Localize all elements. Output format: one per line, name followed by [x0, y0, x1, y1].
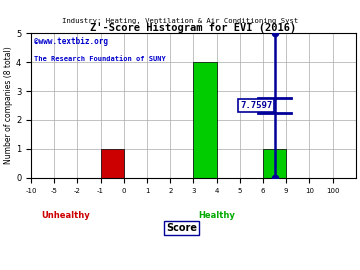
Bar — [101, 149, 124, 178]
Bar — [193, 62, 217, 178]
Title: Z'-Score Histogram for EVI (2016): Z'-Score Histogram for EVI (2016) — [90, 23, 297, 33]
Text: 7.7597: 7.7597 — [240, 101, 272, 110]
Text: ©www.textbiz.org: ©www.textbiz.org — [34, 38, 108, 46]
Y-axis label: Number of companies (8 total): Number of companies (8 total) — [4, 47, 13, 164]
Text: Industry: Heating, Ventilation & Air Conditioning Syst: Industry: Heating, Ventilation & Air Con… — [62, 18, 298, 23]
Text: Healthy: Healthy — [198, 211, 235, 220]
Text: Score: Score — [166, 223, 197, 233]
Text: Unhealthy: Unhealthy — [41, 211, 90, 220]
Bar — [263, 149, 286, 178]
Text: The Research Foundation of SUNY: The Research Foundation of SUNY — [34, 56, 166, 62]
